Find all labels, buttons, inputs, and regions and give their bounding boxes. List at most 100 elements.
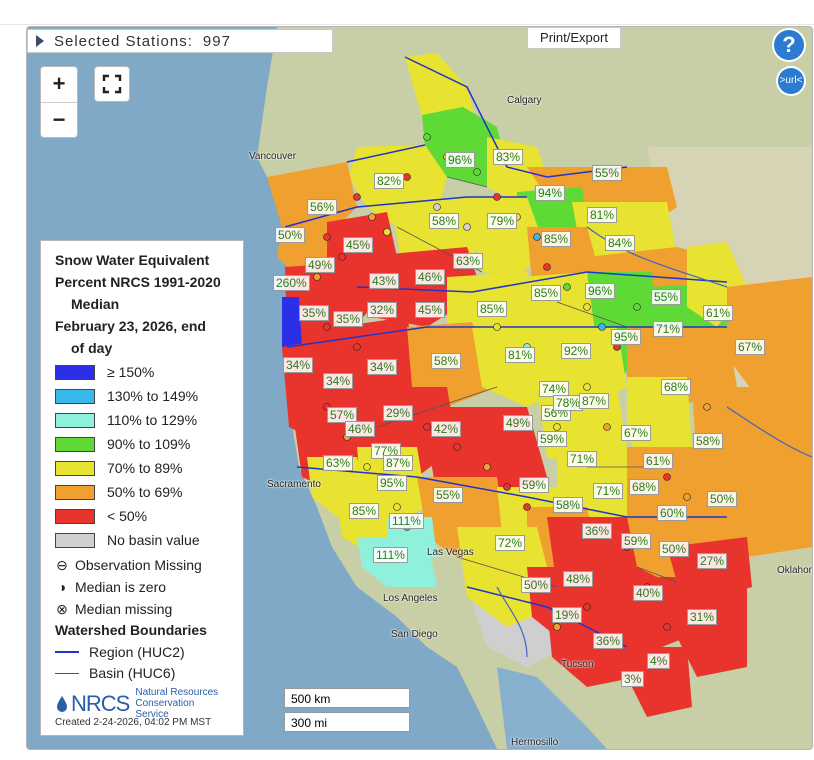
basin-label: 71% (567, 451, 598, 467)
map-legend: Snow Water Equivalent Percent NRCS 1991-… (40, 240, 244, 736)
basin-label: 46% (415, 269, 446, 285)
basin-label: 49% (305, 257, 336, 273)
basin-label: 78% (553, 395, 584, 411)
url-button[interactable]: >url< (778, 68, 804, 94)
city-label: Las Vegas (427, 547, 474, 558)
legend-class-row: < 50% (55, 507, 147, 525)
legend-class-label: 90% to 109% (107, 436, 191, 452)
logo-subtitle: Natural Resources Conservation Service (135, 687, 219, 720)
basin-label: 61% (703, 305, 734, 321)
basin-label: 29% (383, 405, 414, 421)
selected-stations-label: Selected Stations: (54, 32, 193, 50)
basin-label: 61% (643, 453, 674, 469)
legend-symbol-row: ⊗ Median missing (55, 600, 172, 618)
basin-label: 35% (333, 311, 364, 327)
basin-label: 35% (299, 305, 330, 321)
basin-label: 42% (431, 421, 462, 437)
legend-class-row: 70% to 89% (55, 459, 183, 477)
basin-label: 81% (587, 207, 618, 223)
basin-label: 71% (653, 321, 684, 337)
region-boundaries (284, 56, 728, 648)
legend-symbol-row: ◑ Median is zero (55, 578, 166, 596)
basin-green-upper (422, 107, 507, 187)
legend-symbol-row: ⊖ Observation Missing (55, 556, 202, 574)
basin-orange-61-68 (627, 447, 717, 537)
basin-label: 111% (389, 513, 424, 529)
basin-label: 27% (697, 553, 728, 569)
city-label: Hermosillo (511, 737, 559, 748)
legend-class-row: 90% to 109% (55, 435, 190, 453)
basin-label: 85% (541, 231, 572, 247)
legend-class-label: < 50% (107, 508, 148, 524)
help-button[interactable]: ? (774, 30, 804, 60)
observation-missing-icon: ⊖ (56, 556, 68, 573)
city-label: Calgary (507, 95, 542, 106)
zoom-in-button[interactable]: + (41, 67, 77, 103)
basin-label: 87% (383, 455, 414, 471)
basin-red-4-3 (627, 647, 692, 717)
basin-label: 59% (519, 477, 550, 493)
basin-yellow-67 (627, 377, 692, 467)
basin-label: 63% (453, 253, 484, 269)
basin-label: 34% (367, 359, 398, 375)
median-zero-icon: ◑ (57, 579, 67, 595)
created-timestamp: Created 2-24-2026, 04:02 PM MST (55, 717, 212, 728)
legend-class-label: 70% to 89% (107, 460, 183, 476)
basin-label: 34% (323, 373, 354, 389)
legend-class-label: ≥ 150% (107, 364, 155, 380)
basin-line-swatch (55, 672, 79, 674)
basin-label: 36% (593, 633, 624, 649)
basin-label: 85% (349, 503, 380, 519)
legend-line-row: Region (HUC2) (55, 644, 185, 660)
basin-label: 67% (621, 425, 652, 441)
basin-label: 63% (323, 455, 354, 471)
print-export-button[interactable]: Print/Export (527, 27, 621, 49)
basin-red-19-36 (547, 607, 637, 687)
expand-triangle-icon[interactable] (36, 35, 44, 47)
basin-label: 74% (539, 381, 570, 397)
basin-label: 55% (433, 487, 464, 503)
basin-label: 34% (283, 357, 314, 373)
basin-label: 4% (647, 653, 671, 669)
legend-class-row: 110% to 129% (55, 411, 197, 429)
city-label: Los Angeles (383, 593, 438, 604)
legend-symbol-label: Observation Missing (75, 557, 202, 573)
legend-swatch (55, 532, 95, 548)
basin-blue-260 (282, 297, 302, 347)
basin-label: 83% (493, 149, 524, 165)
legend-class-row: 130% to 149% (55, 387, 198, 405)
legend-class-label: 50% to 69% (107, 484, 183, 500)
basin-label: 81% (505, 347, 536, 363)
basin-label: 19% (552, 607, 583, 623)
basin-label: 57% (327, 407, 358, 423)
fullscreen-button[interactable] (94, 66, 130, 102)
legend-class-label: 130% to 149% (107, 388, 199, 404)
basin-label: 56% (307, 199, 338, 215)
legend-swatch (55, 460, 95, 476)
legend-title-line: of day (71, 340, 113, 356)
page-top-bar (0, 0, 814, 25)
logo-name: NRCS (71, 690, 130, 716)
legend-swatch (55, 484, 95, 500)
basin-label: 85% (531, 285, 562, 301)
scale-bar-km: 500 km (284, 688, 410, 708)
legend-title: Snow Water Equivalent Percent NRCS 1991-… (55, 249, 241, 359)
gulf-of-california (497, 667, 607, 749)
basin-label: 260% (273, 275, 310, 291)
selected-stations-count: 997 (202, 32, 231, 50)
basin-label: 82% (374, 173, 405, 189)
basin-label: 48% (563, 571, 594, 587)
legend-class-label: No basin value (107, 532, 200, 548)
zoom-control: + − (40, 66, 78, 138)
region-line-swatch (55, 651, 79, 653)
city-label: Oklahoma (777, 565, 812, 576)
basin-label: 92% (561, 343, 592, 359)
basin-label: 55% (592, 165, 623, 181)
legend-class-row: 50% to 69% (55, 483, 183, 501)
basin-label: 50% (707, 491, 738, 507)
basin-boundaries (376, 176, 678, 588)
basin-label: 40% (633, 585, 664, 601)
legend-symbol-label: Median is zero (75, 579, 167, 595)
selected-stations-box[interactable]: Selected Stations: 997 (27, 29, 333, 53)
zoom-out-button[interactable]: − (52, 107, 66, 132)
